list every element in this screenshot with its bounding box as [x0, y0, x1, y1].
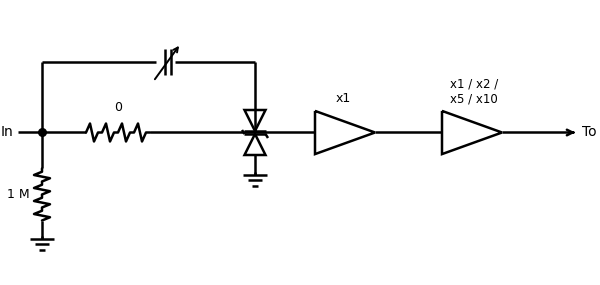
Text: 0: 0: [114, 101, 122, 115]
Text: 1 M: 1 M: [7, 188, 30, 201]
Text: In: In: [0, 125, 13, 139]
Text: To ADC: To ADC: [582, 125, 600, 139]
Text: x1: x1: [335, 92, 350, 105]
Text: x1 / x2 /
x5 / x10: x1 / x2 / x5 / x10: [450, 78, 498, 106]
